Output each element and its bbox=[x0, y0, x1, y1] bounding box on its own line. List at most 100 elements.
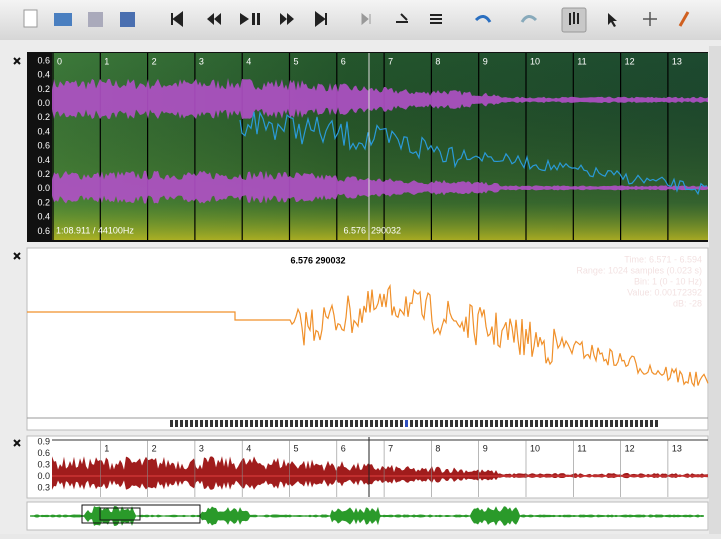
ruler-tick bbox=[330, 420, 333, 427]
time-label: 10 bbox=[530, 56, 540, 66]
ruler-tick bbox=[475, 420, 478, 427]
ruler-tick bbox=[325, 420, 328, 427]
time-label: 1 bbox=[104, 443, 109, 453]
ruler-tick bbox=[245, 420, 248, 427]
ruler-tick bbox=[460, 420, 463, 427]
ruler-tick bbox=[315, 420, 318, 427]
ruler-tick bbox=[210, 420, 213, 427]
ruler-tick bbox=[655, 420, 658, 427]
ruler-tick bbox=[595, 420, 598, 427]
page: 0123456789101112130.60.40.20.00.20.40.60… bbox=[0, 0, 721, 534]
ruler-tick bbox=[645, 420, 648, 427]
ruler-tick bbox=[520, 420, 523, 427]
time-label: 9 bbox=[483, 56, 488, 66]
ruler-tick bbox=[540, 420, 543, 427]
ruler-tick bbox=[610, 420, 613, 427]
scrollbar[interactable] bbox=[709, 46, 721, 534]
ruler-tick bbox=[350, 420, 353, 427]
ruler-tick bbox=[555, 420, 558, 427]
y-label: 0.4 bbox=[37, 70, 50, 80]
y-label: 0.2 bbox=[37, 112, 50, 122]
ruler-tick bbox=[385, 420, 388, 427]
time-label: 7 bbox=[388, 443, 393, 453]
ruler-tick bbox=[170, 420, 173, 427]
ruler-tick bbox=[425, 420, 428, 427]
open-button[interactable] bbox=[54, 13, 72, 26]
time-label: 8 bbox=[435, 56, 440, 66]
save-as-button[interactable] bbox=[120, 12, 135, 27]
ruler-tick bbox=[370, 420, 373, 427]
ruler-tick bbox=[220, 420, 223, 427]
ruler-tick bbox=[340, 420, 343, 427]
ruler-tick bbox=[635, 420, 638, 427]
ruler-tick bbox=[345, 420, 348, 427]
ruler-tick bbox=[560, 420, 563, 427]
ruler-tick bbox=[295, 420, 298, 427]
y-label: 0.0 bbox=[37, 471, 50, 481]
duration-label: 1:08.911 / 44100Hz bbox=[56, 225, 134, 235]
time-label: 2 bbox=[152, 56, 157, 66]
time-label: 0 bbox=[57, 56, 62, 66]
ruler-tick bbox=[255, 420, 258, 427]
time-label: 13 bbox=[672, 56, 682, 66]
y-label: 0.2 bbox=[37, 84, 50, 94]
ruler-tick bbox=[405, 420, 408, 427]
time-label: 13 bbox=[672, 443, 682, 453]
ruler-tick bbox=[625, 420, 628, 427]
ruler-tick bbox=[485, 420, 488, 427]
ruler-tick bbox=[500, 420, 503, 427]
ruler-tick bbox=[180, 420, 183, 427]
y-label: 0.4 bbox=[37, 212, 50, 222]
time-label: 10 bbox=[530, 443, 540, 453]
time-label: 6 bbox=[341, 443, 346, 453]
ruler-tick bbox=[215, 420, 218, 427]
y-label: 0.6 bbox=[37, 226, 50, 236]
ruler-tick bbox=[445, 420, 448, 427]
ruler-tick bbox=[495, 420, 498, 427]
y-label: 0.6 bbox=[37, 448, 50, 458]
spectrogram-low bbox=[52, 53, 708, 240]
time-label: 11 bbox=[577, 56, 586, 66]
ruler-tick bbox=[450, 420, 453, 427]
time-label: 7 bbox=[388, 56, 393, 66]
time-label: 11 bbox=[577, 443, 586, 453]
ruler-tick bbox=[285, 420, 288, 427]
ruler-tick bbox=[395, 420, 398, 427]
ruler-tick bbox=[615, 420, 618, 427]
ruler-tick bbox=[430, 420, 433, 427]
ruler-tick bbox=[265, 420, 268, 427]
ruler-tick bbox=[585, 420, 588, 427]
y-label: 0.3 bbox=[37, 482, 50, 492]
ruler-tick bbox=[365, 420, 368, 427]
ruler-tick bbox=[205, 420, 208, 427]
ruler-tick bbox=[470, 420, 473, 427]
new-button[interactable] bbox=[24, 10, 37, 27]
ruler-tick bbox=[310, 420, 313, 427]
ruler-tick bbox=[600, 420, 603, 427]
time-label: 1 bbox=[104, 56, 109, 66]
time-label: 4 bbox=[246, 56, 251, 66]
time-label: 8 bbox=[435, 443, 440, 453]
save-button[interactable] bbox=[88, 12, 103, 27]
ruler-tick bbox=[410, 420, 413, 427]
ruler-tick bbox=[195, 420, 198, 427]
ruler-tick bbox=[440, 420, 443, 427]
y-label: 0.6 bbox=[37, 55, 50, 65]
ruler-tick bbox=[510, 420, 513, 427]
ruler-tick bbox=[400, 420, 403, 427]
time-label: 5 bbox=[294, 443, 299, 453]
y-label: 0.0 bbox=[37, 98, 50, 108]
ruler-tick bbox=[420, 420, 423, 427]
ruler-tick bbox=[620, 420, 623, 427]
ruler-tick bbox=[375, 420, 378, 427]
ruler-tick bbox=[435, 420, 438, 427]
ruler-tick bbox=[505, 420, 508, 427]
y-label: 0.0 bbox=[37, 183, 50, 193]
y-label: 0.9 bbox=[37, 436, 50, 446]
time-label: 2 bbox=[152, 443, 157, 453]
ruler-tick bbox=[535, 420, 538, 427]
ruler-tick bbox=[550, 420, 553, 427]
ruler-tick bbox=[490, 420, 493, 427]
cursor-frame: 290032 bbox=[371, 225, 401, 235]
ruler-tick bbox=[270, 420, 273, 427]
